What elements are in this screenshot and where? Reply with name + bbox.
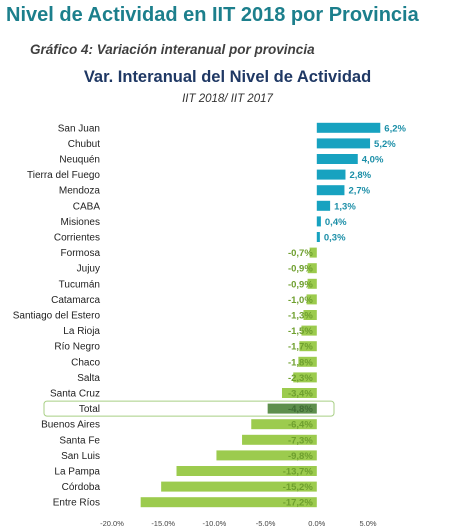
category-label: La Rioja <box>63 326 100 337</box>
data-label: -13,7% <box>283 467 314 478</box>
category-label: Mendoza <box>59 186 101 197</box>
data-label: -1,7% <box>288 342 313 353</box>
data-label: -4,8% <box>288 404 313 415</box>
bar <box>161 481 317 492</box>
total-highlight-box <box>43 400 335 417</box>
data-label: -7,3% <box>288 435 313 446</box>
x-tick-label: 5,0% <box>359 519 376 526</box>
bar <box>293 372 317 383</box>
bar <box>140 497 317 508</box>
data-label: 6,2% <box>384 123 406 134</box>
data-label: 4,0% <box>362 155 384 166</box>
bar <box>216 450 317 461</box>
data-label: -2,3% <box>288 373 313 384</box>
data-label: -1,0% <box>288 295 313 306</box>
category-label: Tierra del Fuego <box>27 170 100 181</box>
category-label: Formosa <box>61 248 101 259</box>
bar <box>316 185 345 196</box>
category-label: Catamarca <box>51 295 100 306</box>
category-label: Corrientes <box>54 233 100 244</box>
chart-caption: Gráfico 4: Variación interanual por prov… <box>30 42 315 57</box>
category-label: Entre Ríos <box>53 498 100 509</box>
data-label: -0,9% <box>288 279 313 290</box>
x-tick-label: -20,0% <box>100 519 124 526</box>
data-label: -3,4% <box>288 389 313 400</box>
data-label: 2,7% <box>348 186 370 197</box>
bar <box>309 247 317 258</box>
category-label: Misiones <box>61 217 100 228</box>
category-label: Río Negro <box>54 342 100 353</box>
data-label: 5,2% <box>374 139 396 150</box>
category-label: Tucumán <box>59 279 100 290</box>
category-label: Neuquén <box>59 155 100 166</box>
category-label: Total <box>79 404 100 415</box>
bar <box>307 263 317 274</box>
category-label: Buenos Aires <box>41 420 100 431</box>
x-tick-label: -5,0% <box>256 519 276 526</box>
category-label: Chaco <box>71 357 100 368</box>
x-tick-label: -10,0% <box>203 519 227 526</box>
category-label: La Pampa <box>54 467 100 478</box>
data-label: -1,3% <box>288 311 313 322</box>
bar <box>306 294 317 305</box>
bar <box>299 341 317 352</box>
data-label: 1,3% <box>334 201 356 212</box>
data-label: -1,8% <box>288 357 313 368</box>
data-label: -17,2% <box>283 498 314 509</box>
data-label: -1,5% <box>288 326 313 337</box>
category-label: Santa Fe <box>59 435 100 446</box>
category-label: CABA <box>73 201 101 212</box>
x-tick-label: 0,0% <box>308 519 325 526</box>
bar <box>176 466 317 476</box>
bar <box>267 403 317 414</box>
data-label: 0,4% <box>325 217 347 228</box>
category-label: Córdoba <box>62 482 101 493</box>
bar <box>307 278 317 289</box>
chart-subtitle: IIT 2018/ IIT 2017 <box>182 93 273 105</box>
bar <box>316 138 371 149</box>
category-label: Jujuy <box>77 264 100 275</box>
bar <box>301 325 317 336</box>
data-label: -15,2% <box>283 482 314 493</box>
bar <box>316 232 320 242</box>
category-label: Santiago del Estero <box>13 311 101 322</box>
bar <box>298 356 317 367</box>
data-label: 0,3% <box>324 233 346 244</box>
bar <box>303 310 317 320</box>
category-label: San Juan <box>58 123 100 134</box>
page-title: Nivel de Actividad en IIT 2018 por Provi… <box>6 4 419 26</box>
bar <box>316 169 346 180</box>
bar <box>316 200 331 211</box>
bar <box>316 154 358 164</box>
bar <box>281 388 317 398</box>
data-label: -0,7% <box>288 248 313 259</box>
data-label: 2,8% <box>349 170 371 181</box>
category-label: Santa Cruz <box>50 389 100 400</box>
category-label: Salta <box>77 373 100 384</box>
data-label: -6,4% <box>288 420 313 431</box>
data-label: -9,8% <box>288 451 313 462</box>
bar <box>316 216 321 227</box>
x-tick-label: -15,0% <box>151 519 175 526</box>
category-label: San Luis <box>61 451 100 462</box>
category-label: Chubut <box>68 139 100 150</box>
bar <box>242 434 317 445</box>
bar <box>316 122 381 133</box>
data-label: -0,9% <box>288 264 313 275</box>
bar <box>251 419 317 430</box>
chart-title: Var. Interanual del Nivel de Actividad <box>83 68 372 86</box>
